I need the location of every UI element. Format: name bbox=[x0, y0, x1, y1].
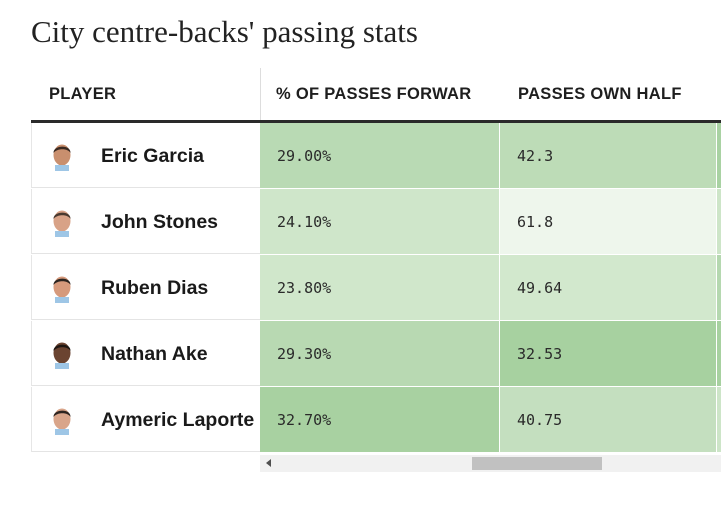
header-divider-vertical bbox=[260, 68, 261, 120]
table-header: PLAYER % OF PASSES FORWAR PASSES OWN HAL… bbox=[31, 68, 721, 123]
horizontal-scrollbar[interactable] bbox=[260, 455, 721, 472]
row-divider bbox=[32, 451, 261, 452]
player-cell: Eric Garcia bbox=[31, 123, 261, 188]
next-column-cell bbox=[717, 189, 721, 254]
row-divider bbox=[32, 319, 261, 320]
row-divider bbox=[32, 385, 261, 386]
player-avatar-icon bbox=[49, 141, 75, 171]
passes-own-half-cell: 40.75 bbox=[500, 387, 717, 452]
pct-forward-cell: 32.70% bbox=[260, 387, 500, 452]
next-column-cell bbox=[717, 321, 721, 386]
table-row: Aymeric Laporte 32.70% 40.75 bbox=[31, 387, 721, 453]
player-avatar-icon bbox=[49, 405, 75, 435]
player-avatar-icon bbox=[49, 207, 75, 237]
passes-own-half-cell: 49.64 bbox=[500, 255, 717, 320]
player-cell: Nathan Ake bbox=[31, 321, 261, 386]
table-row: Eric Garcia 29.00% 42.3 bbox=[31, 123, 721, 189]
passes-own-half-cell: 32.53 bbox=[500, 321, 717, 386]
pct-forward-cell: 29.00% bbox=[260, 123, 500, 188]
header-passes-own-half[interactable]: PASSES OWN HALF bbox=[518, 85, 682, 103]
pct-forward-cell: 29.30% bbox=[260, 321, 500, 386]
pct-forward-cell: 24.10% bbox=[260, 189, 500, 254]
player-name: Ruben Dias bbox=[101, 277, 209, 299]
player-avatar-icon bbox=[49, 339, 75, 369]
scroll-left-icon[interactable] bbox=[266, 459, 271, 467]
player-cell: John Stones bbox=[31, 189, 261, 254]
player-name: Eric Garcia bbox=[101, 145, 204, 167]
player-cell: Ruben Dias bbox=[31, 255, 261, 320]
player-name: Aymeric Laporte bbox=[101, 409, 255, 431]
table-row: Nathan Ake 29.30% 32.53 bbox=[31, 321, 721, 387]
table-row: Ruben Dias 23.80% 49.64 bbox=[31, 255, 721, 321]
pct-forward-cell: 23.80% bbox=[260, 255, 500, 320]
player-avatar-icon bbox=[49, 273, 75, 303]
passing-stats-table[interactable]: PLAYER % OF PASSES FORWAR PASSES OWN HAL… bbox=[31, 68, 721, 474]
scroll-thumb[interactable] bbox=[472, 457, 602, 470]
page-title: City centre-backs' passing stats bbox=[31, 14, 418, 49]
passes-own-half-cell: 42.3 bbox=[500, 123, 717, 188]
next-column-cell bbox=[717, 123, 721, 188]
header-underline bbox=[31, 120, 721, 123]
player-cell: Aymeric Laporte bbox=[31, 387, 261, 452]
passes-own-half-cell: 61.8 bbox=[500, 189, 717, 254]
player-name: John Stones bbox=[101, 211, 219, 233]
next-column-cell bbox=[717, 255, 721, 320]
row-divider bbox=[32, 253, 261, 254]
next-column-cell bbox=[717, 387, 721, 452]
row-divider bbox=[32, 187, 261, 188]
header-pct-forward[interactable]: % OF PASSES FORWAR bbox=[276, 85, 472, 103]
table-row: John Stones 24.10% 61.8 bbox=[31, 189, 721, 255]
header-player[interactable]: PLAYER bbox=[49, 85, 117, 103]
player-name: Nathan Ake bbox=[101, 343, 208, 365]
